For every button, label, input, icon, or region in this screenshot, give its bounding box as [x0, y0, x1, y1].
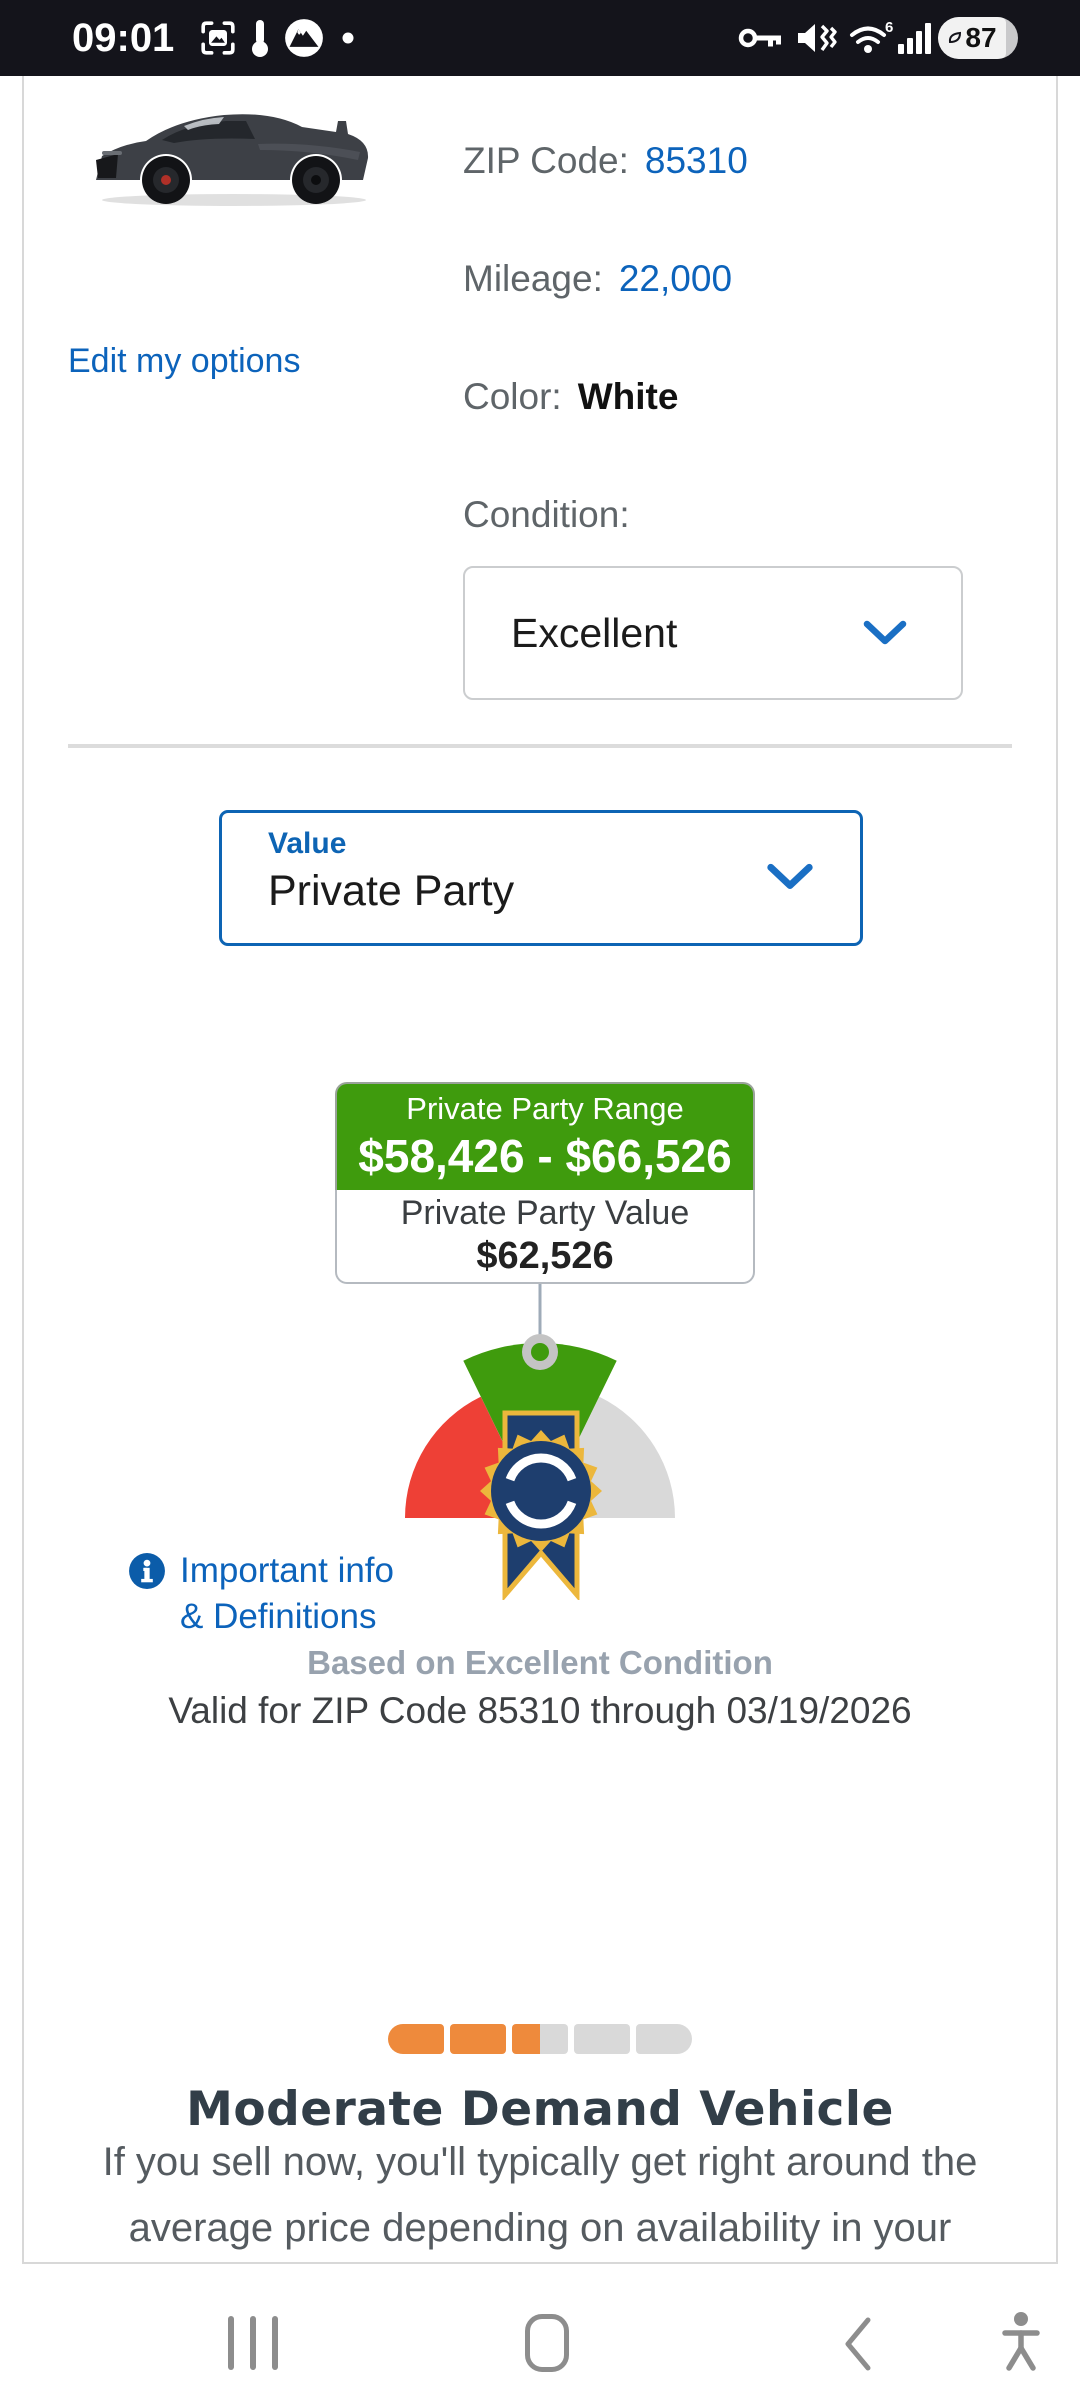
section-divider [68, 744, 1012, 748]
value-type-select[interactable]: Value Private Party [219, 810, 863, 946]
important-info-link[interactable]: Important info & Definitions [128, 1548, 394, 1640]
battery-icon: 87 [938, 17, 1018, 59]
signal-strength-icon [898, 0, 934, 76]
based-on-condition-text: Based on Excellent Condition [307, 1644, 773, 1681]
demand-meter-segment [574, 2024, 630, 2054]
demand-title: Moderate Demand Vehicle [186, 2082, 894, 2137]
valid-through-text: Valid for ZIP Code 85310 through 03/19/2… [168, 1690, 912, 1731]
award-ribbon-icon [480, 1410, 602, 1600]
mileage-label: Mileage: [463, 258, 603, 299]
price-advisor-callout: Private Party Range $58,426 - $66,526 Pr… [335, 1082, 755, 1284]
vpn-mountain-icon [284, 0, 324, 76]
demand-meter-segment [636, 2024, 692, 2054]
accessibility-person-icon [1002, 2312, 1040, 2371]
price-value-label: Private Party Value [400, 1194, 690, 1232]
color-value: White [577, 376, 679, 417]
mileage-value-link[interactable]: 22,000 [618, 258, 733, 299]
price-range-label: Private Party Range [406, 1091, 684, 1126]
wifi-standard-label: 6 [885, 19, 893, 36]
status-bar: 09:01 [0, 0, 1080, 76]
color-label: Color: [463, 376, 562, 417]
value-select-label: Value [268, 827, 347, 860]
edit-options-link[interactable]: Edit my options [68, 342, 301, 380]
notification-dot-icon [342, 0, 354, 76]
zip-value-link[interactable]: 85310 [644, 140, 748, 181]
thermometer-icon [250, 0, 270, 76]
key-icon [738, 0, 784, 76]
info-link-line1: Important info [180, 1551, 394, 1590]
price-advisor-gauge [405, 1284, 675, 1600]
mute-vibrate-icon [796, 0, 840, 76]
navigation-bar [0, 2290, 1080, 2400]
vehicle-photo [96, 114, 369, 206]
price-value-amount: $62,526 [476, 1235, 614, 1277]
accessibility-button[interactable] [1000, 2310, 1042, 2379]
color-row: Color: White [463, 376, 678, 418]
demand-meter-segment [388, 2024, 444, 2054]
zip-label: ZIP Code: [463, 140, 629, 181]
demand-meter-segment [512, 2024, 568, 2054]
demand-description-line1: If you sell now, you'll typically get ri… [102, 2140, 978, 2184]
demand-meter-segment [450, 2024, 506, 2054]
demand-description-line2: average price depending on availability … [128, 2206, 952, 2250]
price-value-panel: Private Party Value $62,526 [335, 1190, 755, 1284]
screenshot-icon [200, 0, 236, 76]
chevron-down-icon [863, 620, 907, 645]
condition-selected-value: Excellent [511, 609, 678, 656]
info-link-line2: & Definitions [180, 1597, 377, 1636]
condition-label: Condition: [463, 494, 630, 535]
clock: 09:01 [72, 16, 175, 60]
back-chevron-icon [845, 2317, 871, 2371]
info-icon [129, 1553, 165, 1589]
price-range-badge: Private Party Range $58,426 - $66,526 [335, 1082, 755, 1190]
mileage-row: Mileage: 22,000 [463, 258, 732, 300]
leaf-icon [949, 31, 962, 44]
price-range-value: $58,426 - $66,526 [358, 1130, 732, 1182]
home-button[interactable] [525, 2314, 569, 2372]
condition-row: Condition: [463, 494, 630, 536]
back-button[interactable] [838, 2314, 874, 2379]
value-selected-option: Private Party [268, 867, 515, 915]
zip-row: ZIP Code: 85310 [463, 140, 748, 182]
recents-button[interactable] [228, 2316, 278, 2370]
battery-percent: 87 [965, 22, 997, 53]
chevron-down-icon [767, 863, 813, 889]
condition-select[interactable]: Excellent [463, 566, 963, 700]
demand-meter [388, 2024, 692, 2054]
wifi6-icon: 6 [848, 0, 894, 76]
